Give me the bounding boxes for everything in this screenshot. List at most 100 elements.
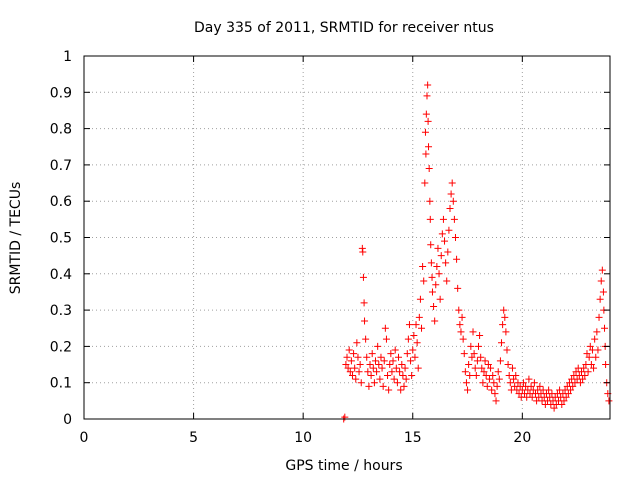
y-tick-label: 0.8 — [50, 122, 72, 138]
data-point — [587, 361, 595, 369]
data-point — [404, 335, 412, 343]
data-point — [480, 368, 488, 376]
data-point — [402, 375, 410, 383]
data-point — [508, 364, 516, 372]
data-point — [437, 252, 445, 260]
data-point — [373, 368, 381, 376]
data-point — [357, 379, 365, 387]
data-point — [506, 379, 514, 387]
data-point — [599, 288, 607, 296]
data-point — [410, 332, 418, 340]
y-tick-label: 0.9 — [50, 85, 72, 101]
data-point — [348, 371, 356, 379]
data-point — [343, 353, 351, 361]
data-point — [382, 335, 390, 343]
data-point — [591, 335, 599, 343]
data-point — [342, 361, 350, 369]
data-point — [478, 364, 486, 372]
data-point — [427, 241, 435, 249]
data-point — [390, 375, 398, 383]
data-point — [420, 277, 428, 285]
data-point — [483, 382, 491, 390]
data-point — [416, 295, 424, 303]
data-point — [393, 379, 401, 387]
data-point — [458, 313, 466, 321]
data-point — [435, 270, 443, 278]
data-point — [471, 364, 479, 372]
data-point — [439, 215, 447, 223]
data-point — [527, 382, 535, 390]
data-point — [368, 350, 376, 358]
data-point — [350, 350, 358, 358]
data-point — [432, 281, 440, 289]
y-tick-label: 0.3 — [50, 303, 72, 319]
data-point — [356, 361, 364, 369]
grid-lines — [84, 56, 610, 419]
data-point — [421, 128, 429, 136]
data-point — [405, 321, 413, 329]
data-point — [364, 368, 372, 376]
y-tick-label: 0 — [63, 412, 72, 428]
y-tick-label: 1 — [63, 49, 72, 65]
data-point — [456, 321, 464, 329]
data-point — [444, 248, 452, 256]
data-point — [489, 371, 497, 379]
data-point — [525, 375, 533, 383]
data-point — [473, 357, 481, 365]
data-point — [424, 117, 432, 125]
data-point — [352, 375, 360, 383]
data-point — [496, 357, 504, 365]
data-point — [492, 397, 500, 405]
data-point — [564, 390, 572, 398]
data-point — [601, 324, 609, 332]
data-point — [351, 364, 359, 372]
data-point — [581, 371, 589, 379]
data-point — [380, 357, 388, 365]
data-point — [415, 313, 423, 321]
data-point — [455, 306, 463, 314]
data-point — [449, 197, 457, 205]
data-point — [381, 324, 389, 332]
data-point — [448, 179, 456, 187]
data-point — [454, 284, 462, 292]
data-point — [550, 404, 558, 412]
data-point — [419, 263, 427, 271]
data-point — [594, 346, 602, 354]
data-point — [341, 413, 349, 421]
data-point — [363, 353, 371, 361]
data-point — [427, 259, 435, 267]
data-point — [536, 382, 544, 390]
data-point — [387, 350, 395, 358]
data-point — [409, 346, 417, 354]
data-point — [593, 328, 601, 336]
data-point — [384, 371, 392, 379]
data-point — [359, 248, 367, 256]
y-tick-label: 0.1 — [50, 376, 72, 392]
y-tick-label: 0.6 — [50, 194, 72, 210]
y-tick-label: 0.7 — [50, 158, 72, 174]
y-tick-label: 0.4 — [50, 267, 72, 283]
x-tick-label: 0 — [80, 430, 89, 446]
x-tick-label: 10 — [294, 430, 312, 446]
tick-labels: 00.10.20.30.40.50.60.70.80.910 5 10 15 20 — [50, 49, 532, 446]
data-point — [595, 313, 603, 321]
data-point — [490, 379, 498, 387]
x-tick-label: 5 — [189, 430, 198, 446]
data-point — [438, 230, 446, 238]
data-point — [477, 353, 485, 361]
data-point — [370, 379, 378, 387]
data-point — [422, 110, 430, 118]
data-point — [567, 386, 575, 394]
data-point — [443, 277, 451, 285]
data-point — [510, 375, 518, 383]
data-point — [491, 390, 499, 398]
data-point — [494, 368, 502, 376]
data-point — [602, 361, 610, 369]
data-point — [479, 379, 487, 387]
data-point — [481, 357, 489, 365]
data-point — [596, 295, 604, 303]
chart-title: Day 335 of 2011, SRMTID for receiver ntu… — [194, 20, 494, 36]
data-point — [355, 368, 363, 376]
data-point — [414, 364, 422, 372]
data-point — [369, 364, 377, 372]
